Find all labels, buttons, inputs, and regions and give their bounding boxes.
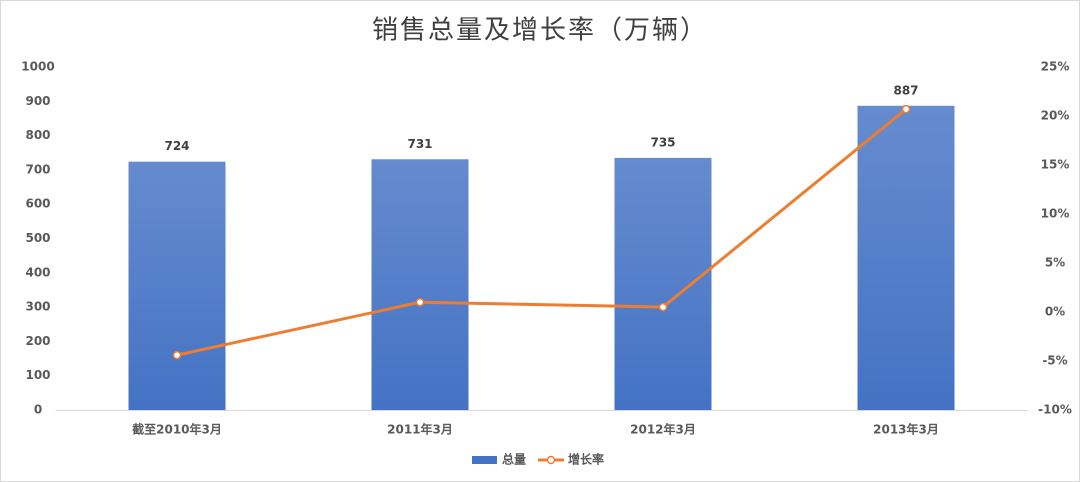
legend-marker <box>546 455 556 465</box>
legend-swatch <box>472 456 497 464</box>
y-tick-label: 700 <box>25 162 50 176</box>
line-marker <box>172 350 182 360</box>
y-tick-label: 400 <box>25 265 50 279</box>
y2-tick-label: 15% <box>1041 158 1070 172</box>
bar <box>614 157 712 410</box>
y-tick-label: 100 <box>25 368 50 382</box>
x-tick-label: 截至2010年3月 <box>132 422 222 437</box>
y-tick-label: 200 <box>25 334 50 348</box>
bar <box>857 105 955 410</box>
y2-tick-label: -10% <box>1038 403 1072 417</box>
y2-tick-label: 0% <box>1045 305 1065 319</box>
y-tick-label: 800 <box>25 128 50 142</box>
chart-title: 销售总量及增长率（万辆） <box>372 16 708 46</box>
y-tick-label: 300 <box>25 300 50 314</box>
x-tick-label: 2013年3月 <box>873 422 939 437</box>
line-marker <box>658 302 668 312</box>
data-label: 887 <box>893 83 918 97</box>
x-tick-label: 2012年3月 <box>630 422 696 437</box>
bar <box>371 159 469 410</box>
line-marker <box>901 104 911 114</box>
line <box>176 107 907 357</box>
y2-tick-label: 20% <box>1041 109 1070 123</box>
legend-label: 总量 <box>502 452 526 467</box>
y2-tick-label: 10% <box>1041 207 1070 221</box>
y2-tick-label: 25% <box>1041 60 1070 74</box>
data-label: 731 <box>407 137 432 151</box>
x-tick-label: 2011年3月 <box>387 422 453 437</box>
y-tick-label: 500 <box>25 231 50 245</box>
y-tick-label: 1000 <box>21 60 54 74</box>
data-label: 735 <box>650 135 675 149</box>
legend-label: 增长率 <box>568 452 604 467</box>
y-tick-label: 0 <box>34 403 42 417</box>
data-label: 724 <box>164 139 189 153</box>
y-tick-label: 600 <box>25 197 50 211</box>
line-marker <box>415 297 425 307</box>
y2-tick-label: 5% <box>1045 256 1065 270</box>
bar <box>128 161 226 410</box>
y2-tick-label: -5% <box>1042 354 1067 368</box>
y-tick-label: 900 <box>25 94 50 108</box>
